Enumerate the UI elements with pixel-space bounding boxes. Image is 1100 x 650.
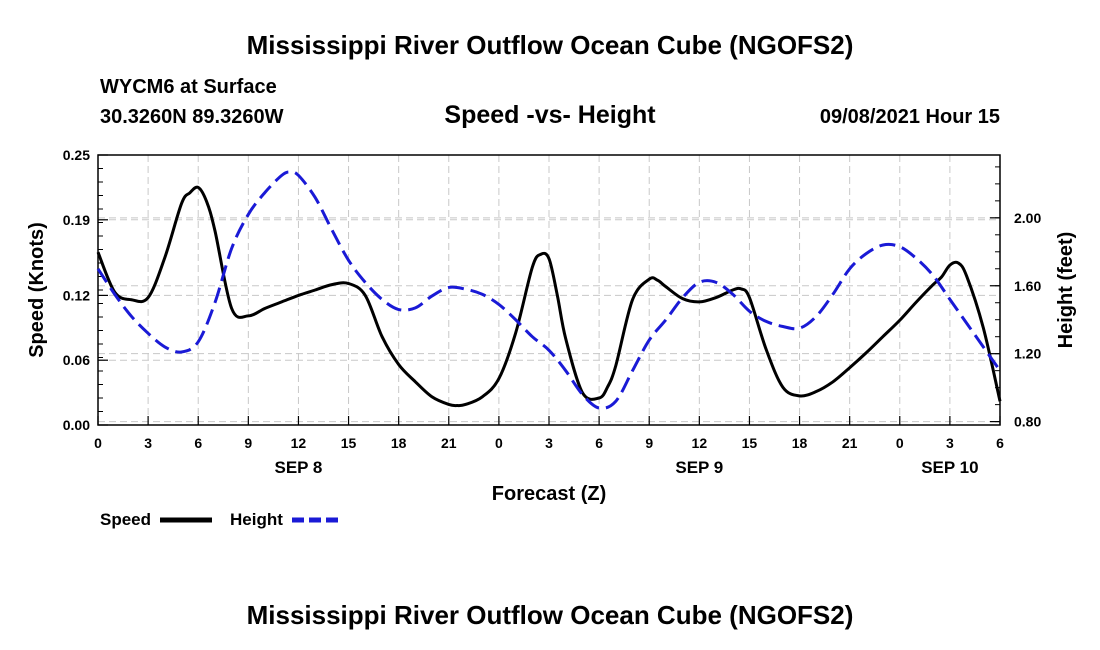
chart-subtitle: Speed -vs- Height: [444, 101, 656, 129]
x-tick-label: 6: [595, 435, 603, 451]
x-tick-label: 3: [545, 435, 553, 451]
date-label: SEP 8: [274, 458, 322, 477]
right-tick-label: 1.60: [1014, 278, 1041, 294]
chart-title: Mississippi River Outflow Ocean Cube (NG…: [246, 30, 854, 60]
x-tick-label: 9: [244, 435, 252, 451]
left-tick-label: 0.25: [63, 147, 90, 163]
legend-label-speed: Speed: [100, 510, 151, 529]
series-line-height: [96, 170, 1002, 410]
right-axis-label: Height (feet): [1055, 232, 1077, 349]
x-tick-label: 0: [94, 435, 102, 451]
x-tick-label: 12: [291, 435, 307, 451]
grid-lines: [98, 155, 1000, 425]
footer-title: Mississippi River Outflow Ocean Cube (NG…: [246, 600, 854, 630]
left-tick-label: 0.00: [63, 417, 90, 433]
left-axis-label: Speed (Knots): [26, 222, 48, 358]
x-tick-label: 12: [692, 435, 708, 451]
legend: Speed Height: [100, 510, 342, 529]
right-tick-label: 2.00: [1014, 210, 1041, 226]
x-axis-label: Forecast (Z): [492, 483, 606, 505]
x-tick-label: 0: [896, 435, 904, 451]
right-tick-label: 0.80: [1014, 414, 1041, 430]
x-tick-label: 6: [194, 435, 202, 451]
left-tick-label: 0.12: [63, 287, 90, 303]
left-tick-label: 0.06: [63, 352, 90, 368]
x-tick-label: 6: [996, 435, 1004, 451]
left-axis-ticks: 0.00 0.06 0.12 0.19 0.25: [63, 147, 108, 433]
x-tick-label: 3: [946, 435, 954, 451]
x-tick-label: 0: [495, 435, 503, 451]
station-label: WYCM6 at Surface: [100, 76, 277, 98]
right-axis-ticks: 0.80 1.20 1.60 2.00: [990, 210, 1041, 430]
x-tick-label: 3: [144, 435, 152, 451]
legend-label-height: Height: [230, 510, 283, 529]
x-tick-label: 15: [742, 435, 758, 451]
right-tick-label: 1.20: [1014, 346, 1041, 362]
left-tick-label: 0.19: [63, 212, 90, 228]
x-tick-label: 9: [645, 435, 653, 451]
x-tick-label: 15: [341, 435, 357, 451]
x-tick-label: 18: [792, 435, 808, 451]
date-label: SEP 10: [921, 458, 978, 477]
coords-label: 30.3260N 89.3260W: [100, 106, 284, 128]
x-axis-ticks: 0 3 6 9 12 15 18 21 0 3 6 9 12 15 18 21 0 3 6 SEP 8 SEP 9 SEP…: [94, 416, 1004, 477]
x-tick-label: 21: [441, 435, 457, 451]
date-label: SEP 9: [675, 458, 723, 477]
series-lines: [96, 170, 1002, 410]
series-line-speed: [96, 185, 1002, 408]
forecast-datetime: 09/08/2021 Hour 15: [819, 106, 1000, 128]
x-tick-label: 18: [391, 435, 407, 451]
x-tick-label: 21: [842, 435, 858, 451]
